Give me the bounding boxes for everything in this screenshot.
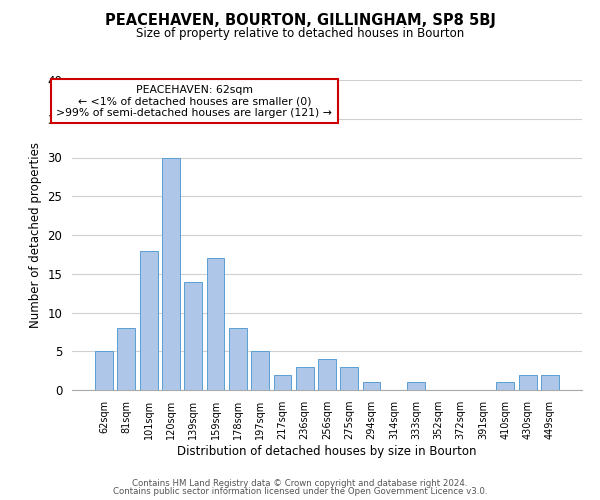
Bar [296, 367, 314, 390]
Bar [541, 374, 559, 390]
Y-axis label: Number of detached properties: Number of detached properties [29, 142, 42, 328]
Bar [206, 258, 224, 390]
Bar [184, 282, 202, 390]
Text: Contains HM Land Registry data © Crown copyright and database right 2024.: Contains HM Land Registry data © Crown c… [132, 478, 468, 488]
Bar [162, 158, 180, 390]
Bar [229, 328, 247, 390]
Bar [274, 374, 292, 390]
Text: PEACEHAVEN: 62sqm
← <1% of detached houses are smaller (0)
>99% of semi-detached: PEACEHAVEN: 62sqm ← <1% of detached hous… [56, 84, 332, 118]
Text: PEACEHAVEN, BOURTON, GILLINGHAM, SP8 5BJ: PEACEHAVEN, BOURTON, GILLINGHAM, SP8 5BJ [104, 12, 496, 28]
Text: Contains public sector information licensed under the Open Government Licence v3: Contains public sector information licen… [113, 487, 487, 496]
Bar [362, 382, 380, 390]
Bar [518, 374, 536, 390]
X-axis label: Distribution of detached houses by size in Bourton: Distribution of detached houses by size … [177, 445, 477, 458]
Bar [318, 359, 336, 390]
Bar [407, 382, 425, 390]
Text: Size of property relative to detached houses in Bourton: Size of property relative to detached ho… [136, 28, 464, 40]
Bar [340, 367, 358, 390]
Bar [140, 250, 158, 390]
Bar [95, 351, 113, 390]
Bar [251, 351, 269, 390]
Bar [496, 382, 514, 390]
Bar [118, 328, 136, 390]
